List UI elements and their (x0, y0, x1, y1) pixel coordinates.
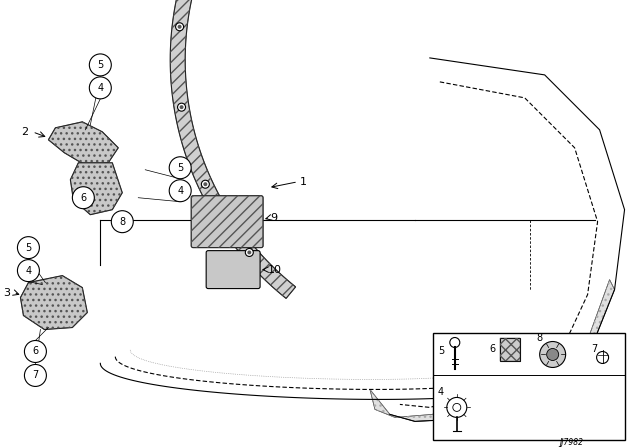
Text: 8: 8 (537, 332, 543, 343)
Text: 6: 6 (490, 345, 496, 354)
Circle shape (247, 250, 252, 254)
Circle shape (111, 211, 133, 233)
Polygon shape (370, 280, 614, 422)
Bar (433, 332, 625, 440)
Text: 4: 4 (97, 83, 104, 93)
Circle shape (204, 182, 207, 186)
Circle shape (24, 340, 46, 362)
Circle shape (17, 260, 40, 282)
Circle shape (24, 365, 46, 387)
FancyBboxPatch shape (206, 250, 260, 289)
Circle shape (245, 249, 253, 256)
Circle shape (547, 349, 559, 361)
Text: 1: 1 (300, 177, 307, 187)
Text: 5: 5 (177, 163, 183, 173)
Text: 2: 2 (21, 127, 28, 137)
Circle shape (90, 54, 111, 76)
Circle shape (540, 341, 566, 367)
Text: 5: 5 (438, 346, 444, 357)
Text: 5: 5 (26, 243, 31, 253)
Circle shape (169, 157, 191, 179)
Circle shape (175, 23, 184, 31)
Circle shape (177, 103, 186, 111)
Circle shape (72, 187, 94, 209)
Polygon shape (170, 0, 296, 298)
Circle shape (169, 180, 191, 202)
Bar (500, 337, 520, 362)
Text: 7: 7 (591, 345, 598, 354)
Text: 10: 10 (268, 265, 282, 275)
Circle shape (17, 237, 40, 258)
Bar (500, 337, 520, 362)
Text: 3: 3 (3, 288, 10, 297)
Text: 5: 5 (97, 60, 104, 70)
Circle shape (177, 25, 182, 29)
Text: 8: 8 (119, 217, 125, 227)
Text: 4: 4 (438, 388, 444, 397)
Polygon shape (49, 122, 118, 166)
Text: JJ7982: JJ7982 (559, 438, 584, 447)
Text: 9: 9 (270, 213, 277, 223)
Circle shape (202, 180, 209, 188)
Text: 7: 7 (32, 370, 38, 380)
Text: 4: 4 (177, 186, 183, 196)
Polygon shape (20, 276, 87, 330)
Circle shape (90, 77, 111, 99)
FancyBboxPatch shape (191, 196, 263, 248)
Text: 6: 6 (80, 193, 86, 202)
Polygon shape (70, 163, 122, 215)
Circle shape (180, 105, 184, 109)
Text: 4: 4 (26, 266, 31, 276)
Text: 6: 6 (33, 346, 38, 357)
